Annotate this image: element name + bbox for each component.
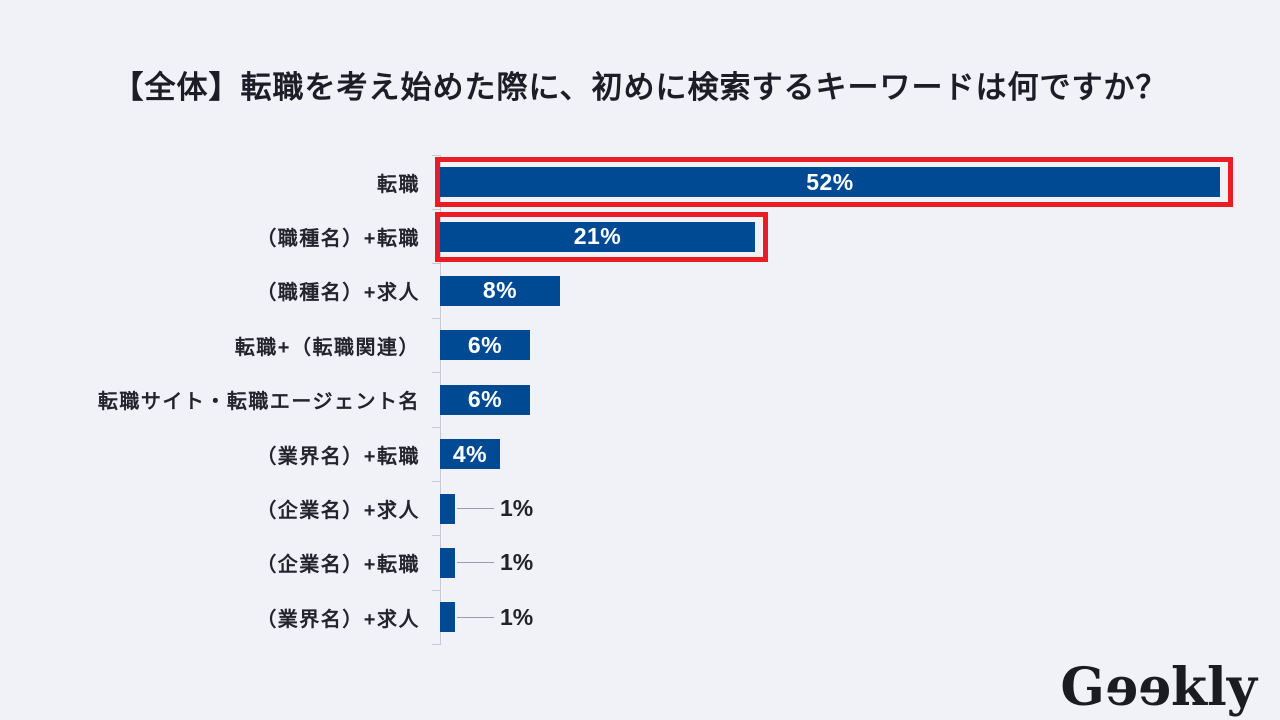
value-label: 52% bbox=[806, 168, 854, 195]
geekly-logo: Geekly bbox=[1060, 657, 1257, 718]
bar-chart: 転職 52% （職種名）+転職 21% （職種名）+求人 8% 転職+（転職関連） 6% 転職サ… bbox=[0, 154, 1280, 647]
chart-row: 転職サイト・転職エージェント名 6% bbox=[0, 373, 1280, 427]
value-label: 6% bbox=[467, 331, 503, 358]
bar bbox=[440, 602, 455, 633]
axis-tick bbox=[432, 372, 440, 374]
bar: 6% bbox=[440, 384, 530, 415]
value-label: 6% bbox=[467, 386, 503, 413]
axis-tick bbox=[432, 263, 440, 265]
category-label: （業界名）+求人 bbox=[256, 608, 420, 631]
axis-tick bbox=[432, 644, 440, 646]
bar: 4% bbox=[440, 439, 500, 470]
highlight-box bbox=[435, 211, 768, 262]
axis-tick bbox=[432, 154, 440, 156]
category-label: （企業名）+求人 bbox=[256, 500, 420, 523]
chart-row: （職種名）+転職 21% bbox=[0, 209, 1280, 263]
chart-row: （業界名）+転職 4% bbox=[0, 427, 1280, 481]
axis-tick bbox=[432, 208, 440, 210]
logo-letter-g: G bbox=[1060, 657, 1105, 718]
chart-row: （企業名）+転職 1% bbox=[0, 536, 1280, 590]
axis-tick bbox=[432, 426, 440, 428]
chart-row: 転職 52% bbox=[0, 155, 1280, 209]
highlight-box bbox=[435, 157, 1233, 208]
category-label: （企業名）+転職 bbox=[256, 554, 420, 577]
bar bbox=[440, 493, 455, 524]
value-label: 4% bbox=[452, 440, 488, 467]
category-label: （業界名）+転職 bbox=[256, 445, 420, 468]
logo-letters-kly: kly bbox=[1171, 657, 1257, 718]
chart-row: （業界名）+求人 1% bbox=[0, 590, 1280, 644]
page-title: 【全体】転職を考え始めた際に、初めに検索するキーワードは何ですか？ bbox=[112, 70, 1168, 105]
value-label: 1% bbox=[500, 603, 534, 630]
category-label: （職種名）+求人 bbox=[256, 282, 420, 305]
bar bbox=[440, 547, 455, 578]
axis-tick bbox=[432, 480, 440, 482]
bar: 52% bbox=[440, 167, 1220, 198]
leader-line bbox=[457, 616, 494, 618]
value-label: 8% bbox=[482, 277, 518, 304]
logo-letters-ee: ee bbox=[1104, 657, 1171, 718]
value-label: 21% bbox=[573, 223, 622, 250]
value-label: 1% bbox=[500, 549, 534, 576]
bar: 8% bbox=[440, 275, 560, 306]
category-label: 転職+（転職関連） bbox=[234, 336, 420, 359]
value-label: 1% bbox=[500, 495, 534, 522]
chart-row: （職種名）+求人 8% bbox=[0, 264, 1280, 318]
category-label: （職種名）+転職 bbox=[256, 228, 420, 251]
axis-tick bbox=[432, 589, 440, 591]
axis-tick bbox=[432, 535, 440, 537]
bar: 21% bbox=[440, 221, 755, 252]
leader-line bbox=[457, 508, 494, 510]
category-label: 転職サイト・転職エージェント名 bbox=[97, 391, 420, 414]
bar: 6% bbox=[440, 330, 530, 361]
category-label: 転職 bbox=[377, 173, 420, 196]
leader-line bbox=[457, 562, 494, 564]
chart-row: （企業名）+求人 1% bbox=[0, 481, 1280, 535]
chart-row: 転職+（転職関連） 6% bbox=[0, 318, 1280, 372]
axis-tick bbox=[432, 317, 440, 319]
